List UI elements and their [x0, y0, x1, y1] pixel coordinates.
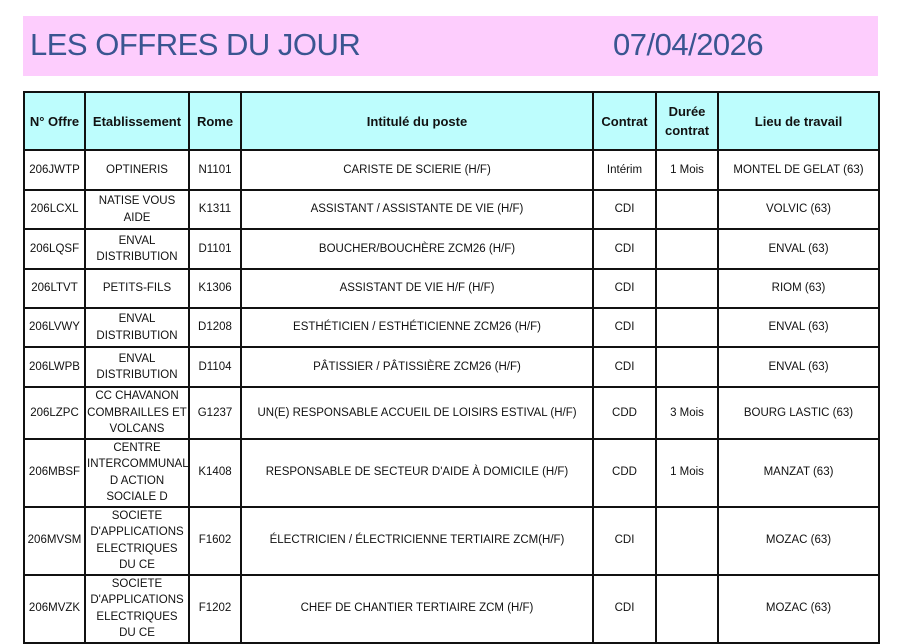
cell-duree: [655, 573, 719, 644]
cell-lieu: ENVAL (63): [717, 228, 880, 270]
cell-lieu: VOLVIC (63): [717, 189, 880, 230]
column-header-duree: Durée contrat: [655, 91, 719, 151]
table-row: 206MBSF CENTRE INTERCOMMUNAL D ACTION SOC…: [23, 437, 880, 508]
cell-contrat: Intérim: [592, 149, 657, 191]
cell-offre: 206LQSF: [23, 228, 86, 270]
table-row: 206LCXL NATISE VOUS AIDE K1311 ASSISTANT / …: [23, 189, 880, 230]
cell-lieu: RIOM (63): [717, 268, 880, 309]
table-row: 206LWPB ENVAL DISTRIBUTION D1104 PÂTISSIER …: [23, 346, 880, 388]
cell-contrat: CDI: [592, 307, 657, 348]
cell-offre: 206LCXL: [23, 189, 86, 230]
cell-etablissement: CC CHAVANON COMBRAILLES ET VOLCANS: [84, 386, 190, 440]
cell-contrat: CDI: [592, 189, 657, 230]
cell-contrat: CDI: [592, 346, 657, 388]
cell-duree: [655, 346, 719, 388]
table-row: 206LVWY ENVAL DISTRIBUTION D1208 ESTHÉTICIE…: [23, 307, 880, 348]
cell-offre: 206LVWY: [23, 307, 86, 348]
cell-duree: 1 Mois: [655, 437, 719, 508]
cell-offre: 206MBSF: [23, 437, 86, 508]
table-row: 206JWTP OPTINERIS N1101 CARISTE DE SCIERIE …: [23, 149, 880, 191]
cell-contrat: CDI: [592, 573, 657, 644]
cell-offre: 206MVSM: [23, 505, 86, 576]
cell-contrat: CDI: [592, 505, 657, 576]
cell-duree: 3 Mois: [655, 386, 719, 440]
cell-rome: K1408: [188, 437, 242, 508]
cell-etablissement: ENVAL DISTRIBUTION: [84, 307, 190, 348]
cell-offre: 206JWTP: [23, 149, 86, 191]
cell-lieu: MOZAC (63): [717, 505, 880, 576]
cell-offre: 206LZPC: [23, 386, 86, 440]
column-header-intitule: Intitulé du poste: [240, 91, 594, 151]
cell-lieu: ENVAL (63): [717, 307, 880, 348]
cell-intitule: ASSISTANT / ASSISTANTE DE VIE (H/F): [240, 189, 594, 230]
cell-lieu: MANZAT (63): [717, 437, 880, 508]
cell-duree: 1 Mois: [655, 149, 719, 191]
column-header-contrat: Contrat: [592, 91, 657, 151]
cell-contrat: CDI: [592, 228, 657, 270]
cell-lieu: MOZAC (63): [717, 573, 880, 644]
cell-etablissement: ENVAL DISTRIBUTION: [84, 346, 190, 388]
column-header-lieu: Lieu de travail: [717, 91, 880, 151]
cell-contrat: CDI: [592, 268, 657, 309]
cell-rome: D1101: [188, 228, 242, 270]
cell-contrat: CDD: [592, 437, 657, 508]
cell-rome: F1202: [188, 573, 242, 644]
table-row: 206MVZK SOCIETE D'APPLICATIONS ELECTRIQUE…: [23, 573, 880, 644]
page-title: LES OFFRES DU JOUR: [30, 27, 361, 62]
cell-etablissement: PETITS-FILS: [84, 268, 190, 309]
cell-intitule: CARISTE DE SCIERIE (H/F): [240, 149, 594, 191]
column-header-offre: N° Offre: [23, 91, 86, 151]
cell-rome: N1101: [188, 149, 242, 191]
cell-intitule: BOUCHER/BOUCHÈRE ZCM26 (H/F): [240, 228, 594, 270]
cell-intitule: PÂTISSIER / PÂTISSIÈRE ZCM26 (H/F): [240, 346, 594, 388]
cell-etablissement: SOCIETE D'APPLICATIONS ELECTRIQUES DU CE: [84, 573, 190, 644]
cell-intitule: ASSISTANT DE VIE H/F (H/F): [240, 268, 594, 309]
cell-lieu: ENVAL (63): [717, 346, 880, 388]
cell-intitule: ESTHÉTICIEN / ESTHÉTICIENNE ZCM26 (H/F): [240, 307, 594, 348]
table-header-row: N° Offre Etablissement Rome Intitulé du …: [23, 91, 880, 151]
cell-rome: K1306: [188, 268, 242, 309]
header-banner: LES OFFRES DU JOUR 07/04/2026: [23, 16, 878, 76]
cell-offre: 206LWPB: [23, 346, 86, 388]
column-header-rome: Rome: [188, 91, 242, 151]
cell-offre: 206MVZK: [23, 573, 86, 644]
cell-intitule: ÉLECTRICIEN / ÉLECTRICIENNE TERTIAIRE ZC…: [240, 505, 594, 576]
cell-intitule: UN(E) RESPONSABLE ACCUEIL DE LOISIRS EST…: [240, 386, 594, 440]
page-date: 07/04/2026: [613, 27, 764, 62]
cell-contrat: CDD: [592, 386, 657, 440]
cell-rome: G1237: [188, 386, 242, 440]
cell-rome: K1311: [188, 189, 242, 230]
offers-table: N° Offre Etablissement Rome Intitulé du …: [23, 91, 880, 644]
table-row: 206LZPC CC CHAVANON COMBRAILLES ET VOLCAN…: [23, 386, 880, 440]
cell-duree: [655, 505, 719, 576]
cell-lieu: BOURG LASTIC (63): [717, 386, 880, 440]
cell-rome: F1602: [188, 505, 242, 576]
table-row: 206LTVT PETITS-FILS K1306 ASSISTANT DE VIE …: [23, 268, 880, 309]
cell-etablissement: NATISE VOUS AIDE: [84, 189, 190, 230]
cell-etablissement: CENTRE INTERCOMMUNAL D ACTION SOCIALE D: [84, 437, 190, 508]
cell-etablissement: OPTINERIS: [84, 149, 190, 191]
cell-intitule: CHEF DE CHANTIER TERTIAIRE ZCM (H/F): [240, 573, 594, 644]
cell-etablissement: SOCIETE D'APPLICATIONS ELECTRIQUES DU CE: [84, 505, 190, 576]
cell-duree: [655, 228, 719, 270]
cell-duree: [655, 268, 719, 309]
cell-rome: D1208: [188, 307, 242, 348]
table-row: 206LQSF ENVAL DISTRIBUTION D1101 BOUCHER/BO…: [23, 228, 880, 270]
cell-offre: 206LTVT: [23, 268, 86, 309]
cell-intitule: RESPONSABLE DE SECTEUR D'AIDE À DOMICILE…: [240, 437, 594, 508]
cell-rome: D1104: [188, 346, 242, 388]
column-header-etablissement: Etablissement: [84, 91, 190, 151]
table-row: 206MVSM SOCIETE D'APPLICATIONS ELECTRIQUE…: [23, 505, 880, 576]
cell-lieu: MONTEL DE GELAT (63): [717, 149, 880, 191]
cell-duree: [655, 189, 719, 230]
cell-etablissement: ENVAL DISTRIBUTION: [84, 228, 190, 270]
cell-duree: [655, 307, 719, 348]
